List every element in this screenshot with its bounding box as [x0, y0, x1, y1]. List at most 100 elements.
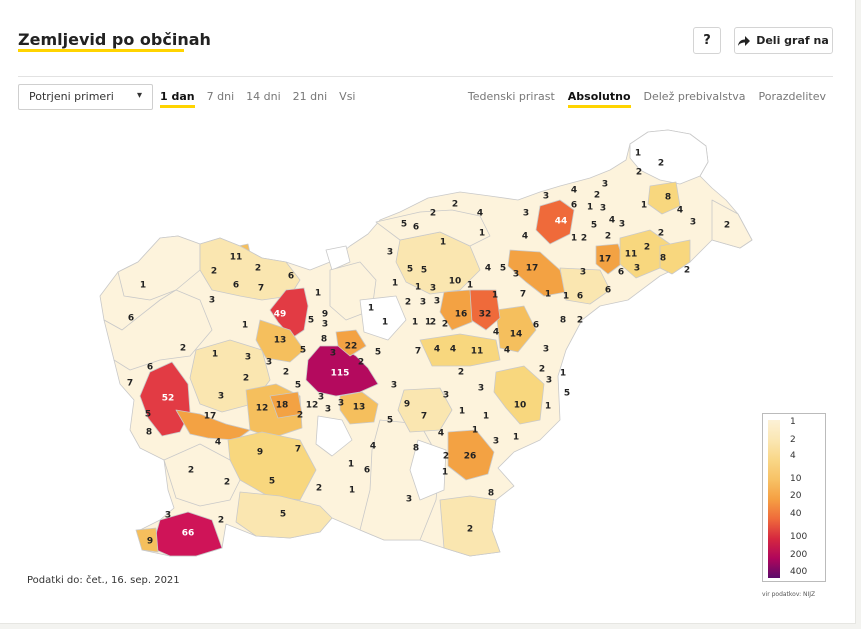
svg-text:3: 3 [634, 264, 640, 274]
svg-text:6: 6 [571, 201, 577, 211]
svg-text:8: 8 [321, 335, 327, 345]
svg-text:7: 7 [258, 284, 264, 294]
svg-text:3: 3 [543, 345, 549, 355]
svg-text:5: 5 [280, 510, 286, 520]
svg-text:2: 2 [297, 411, 303, 421]
svg-text:2: 2 [188, 466, 194, 476]
svg-text:1: 1 [545, 402, 551, 412]
region-gornja-radgona [647, 181, 681, 215]
svg-text:8: 8 [413, 444, 419, 454]
svg-text:3: 3 [690, 218, 696, 228]
svg-text:1: 1 [571, 234, 577, 244]
svg-text:4: 4 [434, 345, 440, 355]
tab-1-dan[interactable]: 1 dan [160, 90, 195, 108]
label-ormoz: 17 [599, 255, 612, 265]
svg-text:2: 2 [430, 209, 436, 219]
svg-text:5: 5 [401, 220, 407, 230]
svg-text:6: 6 [233, 281, 239, 291]
svg-text:3: 3 [165, 511, 171, 521]
svg-text:3: 3 [443, 391, 449, 401]
tab-delez-prebivalstva[interactable]: Delež prebivalstva [643, 90, 746, 103]
svg-text:1: 1 [545, 290, 551, 300]
tab-vsi[interactable]: Vsi [339, 90, 356, 103]
svg-text:2: 2 [636, 168, 642, 178]
svg-text:1: 1 [442, 468, 448, 478]
svg-text:3: 3 [209, 296, 215, 306]
svg-text:9: 9 [257, 448, 263, 458]
region-ormoz [595, 243, 625, 275]
tab-absolutno[interactable]: Absolutno [567, 90, 631, 108]
svg-text:1: 1 [440, 238, 446, 248]
tab-21-dni[interactable]: 21 dni [292, 90, 328, 103]
svg-text:3: 3 [245, 353, 251, 363]
metric-select[interactable]: Potrjeni primeri ▾ [18, 84, 153, 110]
region-radlje [375, 209, 491, 247]
help-button[interactable]: ? [693, 27, 721, 54]
tab-porazdelitev[interactable]: Porazdelitev [758, 90, 826, 103]
label-ptuj-e: 11 [625, 250, 638, 260]
tab-14-dni[interactable]: 14 dni [246, 90, 281, 103]
svg-text:8: 8 [665, 193, 671, 203]
tab-tedenski-prirast[interactable]: Tedenski prirast [467, 90, 555, 103]
label-brezovica: 12 [306, 401, 319, 411]
svg-text:4: 4 [493, 328, 499, 338]
label-log-dragomer: 18 [276, 401, 289, 411]
tab-7-dni[interactable]: 7 dni [206, 90, 235, 103]
municipality-map[interactable]: 115 66 52 49 44 32 26 22 17 17 17 14 13 … [95, 128, 760, 578]
label-nova-gorica: 52 [162, 394, 175, 404]
region-belokranjska [439, 495, 501, 557]
svg-text:2: 2 [658, 159, 664, 169]
svg-text:3: 3 [318, 393, 324, 403]
label-grosuplje: 13 [353, 403, 366, 413]
svg-text:3: 3 [600, 204, 606, 214]
svg-text:2: 2 [458, 368, 464, 378]
svg-text:6: 6 [618, 268, 624, 278]
svg-text:1: 1 [560, 369, 566, 379]
label-maribor: 44 [555, 217, 568, 227]
data-source: vir podatkov: NIJZ [762, 591, 816, 598]
svg-text:6: 6 [577, 292, 583, 302]
legend-label: 200 [790, 550, 808, 560]
svg-text:3: 3 [406, 495, 412, 505]
svg-text:3: 3 [391, 381, 397, 391]
region-kras [163, 443, 241, 507]
svg-text:3: 3 [513, 270, 519, 280]
svg-text:3: 3 [430, 284, 436, 294]
share-button[interactable]: Deli graf na [734, 27, 833, 54]
svg-text:1: 1 [349, 486, 355, 496]
svg-text:8: 8 [146, 428, 152, 438]
svg-text:5: 5 [387, 416, 393, 426]
svg-text:4: 4 [522, 232, 528, 242]
svg-text:3: 3 [322, 320, 328, 330]
svg-text:2: 2 [283, 368, 289, 378]
label-novo-mesto: 26 [464, 452, 477, 462]
svg-text:5: 5 [308, 316, 314, 326]
svg-text:2: 2 [180, 344, 186, 354]
legend-label: 4 [790, 451, 796, 461]
svg-text:9: 9 [404, 400, 410, 410]
region-hrastnik [325, 245, 351, 271]
svg-text:4: 4 [438, 429, 444, 439]
label-koper: 66 [182, 529, 195, 539]
svg-text:2: 2 [430, 318, 436, 328]
svg-text:2: 2 [724, 221, 730, 231]
svg-text:5: 5 [591, 221, 597, 231]
region-gorenjska [199, 237, 301, 301]
region-lendava [711, 199, 753, 249]
svg-text:5: 5 [295, 381, 301, 391]
svg-text:1: 1 [425, 318, 431, 328]
svg-text:3: 3 [602, 180, 608, 190]
header-divider [18, 76, 833, 77]
svg-text:1: 1 [459, 407, 465, 417]
svg-text:4: 4 [677, 206, 683, 216]
svg-text:1: 1 [641, 201, 647, 211]
region-grosuplje [339, 391, 379, 425]
label-ajdovscina: 17 [204, 412, 217, 422]
region-ajdovscina [175, 409, 251, 441]
svg-text:3: 3 [523, 209, 529, 219]
label-vrhnika: 12 [256, 404, 269, 414]
svg-text:8: 8 [660, 254, 666, 264]
svg-text:7: 7 [127, 379, 133, 389]
svg-text:3: 3 [266, 358, 272, 368]
